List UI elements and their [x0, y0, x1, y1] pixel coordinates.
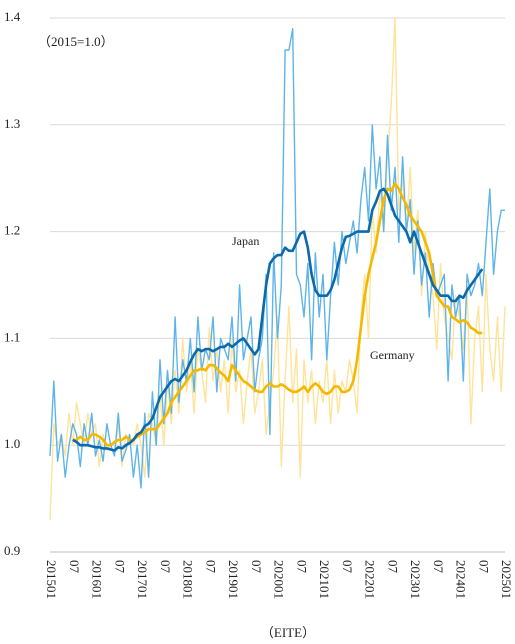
x-tick-label: 202401 [454, 560, 469, 599]
monthly-line [49, 28, 505, 489]
x-tick-label: 07 [385, 560, 400, 574]
y-tick-label: 0.9 [4, 543, 20, 558]
x-tick-label: 07 [67, 560, 82, 574]
x-tick-label: 202501 [499, 560, 514, 599]
x-tick-label: 07 [294, 560, 309, 574]
x-tick-label: 07 [249, 560, 264, 574]
y-tick-label: 1.1 [4, 329, 20, 344]
x-tick-label: 202101 [317, 560, 332, 599]
source: （EITE） [261, 625, 315, 640]
x-tick-label: 07 [112, 560, 127, 574]
trend-line [72, 187, 484, 452]
subtitle: （2015=1.0） [38, 34, 114, 49]
x-tick-label: 07 [203, 560, 218, 574]
x-tick-label: 201701 [135, 560, 150, 599]
x-tick-label: 07 [158, 560, 173, 574]
x-tick-label: 201801 [181, 560, 196, 599]
x-tick-label: 201601 [90, 560, 105, 599]
x-tick-label: 07 [476, 560, 491, 574]
x-tick-label: 202201 [363, 560, 378, 599]
y-tick-label: 1.3 [4, 116, 20, 131]
trend-line [72, 182, 483, 447]
x-tick-label: 201501 [44, 560, 59, 599]
y-tick-label: 1.2 [4, 223, 20, 238]
x-tick-label: 07 [431, 560, 446, 574]
x-tick-label: 07 [340, 560, 355, 574]
y-tick-label: 1.0 [4, 436, 20, 451]
x-tick-label: 201901 [226, 560, 241, 599]
series-label: Japan [232, 234, 259, 248]
x-tick-label: 202301 [408, 560, 423, 599]
y-tick-label: 1.4 [4, 9, 21, 24]
x-tick-label: 202001 [272, 560, 287, 599]
series-label: Germany [370, 348, 415, 362]
